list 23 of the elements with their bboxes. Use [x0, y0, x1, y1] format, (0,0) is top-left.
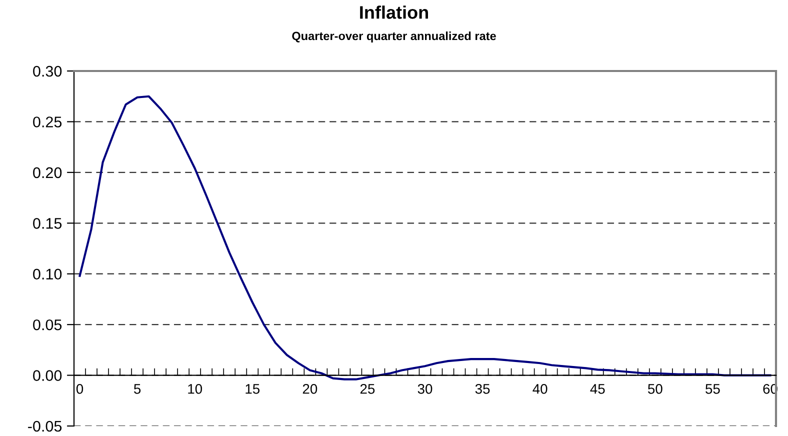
- x-tick-label: 10: [188, 384, 202, 394]
- x-tick-label: 40: [532, 384, 548, 394]
- y-tick-label: -0.05: [28, 420, 62, 432]
- x-tick-label: 50: [648, 384, 662, 394]
- y-tick-label: 0.15: [33, 218, 62, 229]
- y-tick-label: 0.20: [33, 167, 62, 178]
- x-tick-label: 20: [302, 384, 318, 394]
- chart-subtitle: Quarter-over quarter annualized rate: [292, 32, 496, 42]
- x-tick-label: 35: [475, 384, 490, 394]
- x-tick-label: 55: [706, 384, 720, 394]
- x-tick-label: 25: [360, 384, 375, 394]
- y-tick-label: 0.30: [33, 66, 62, 77]
- x-tick-label: 15: [246, 384, 260, 394]
- y-tick-label: 0.25: [33, 116, 62, 128]
- chart-title: Inflation: [360, 6, 428, 19]
- y-tick-label: 0.00: [33, 370, 62, 381]
- x-tick-label: 5: [134, 384, 141, 394]
- x-tick-label: 0: [76, 384, 84, 394]
- x-tick-label: 45: [590, 384, 605, 394]
- x-tick-label: 30: [418, 384, 432, 394]
- y-tick-label: 0.05: [33, 319, 62, 330]
- y-tick-label: 0.10: [33, 268, 62, 280]
- line-series: [78, 95, 772, 380]
